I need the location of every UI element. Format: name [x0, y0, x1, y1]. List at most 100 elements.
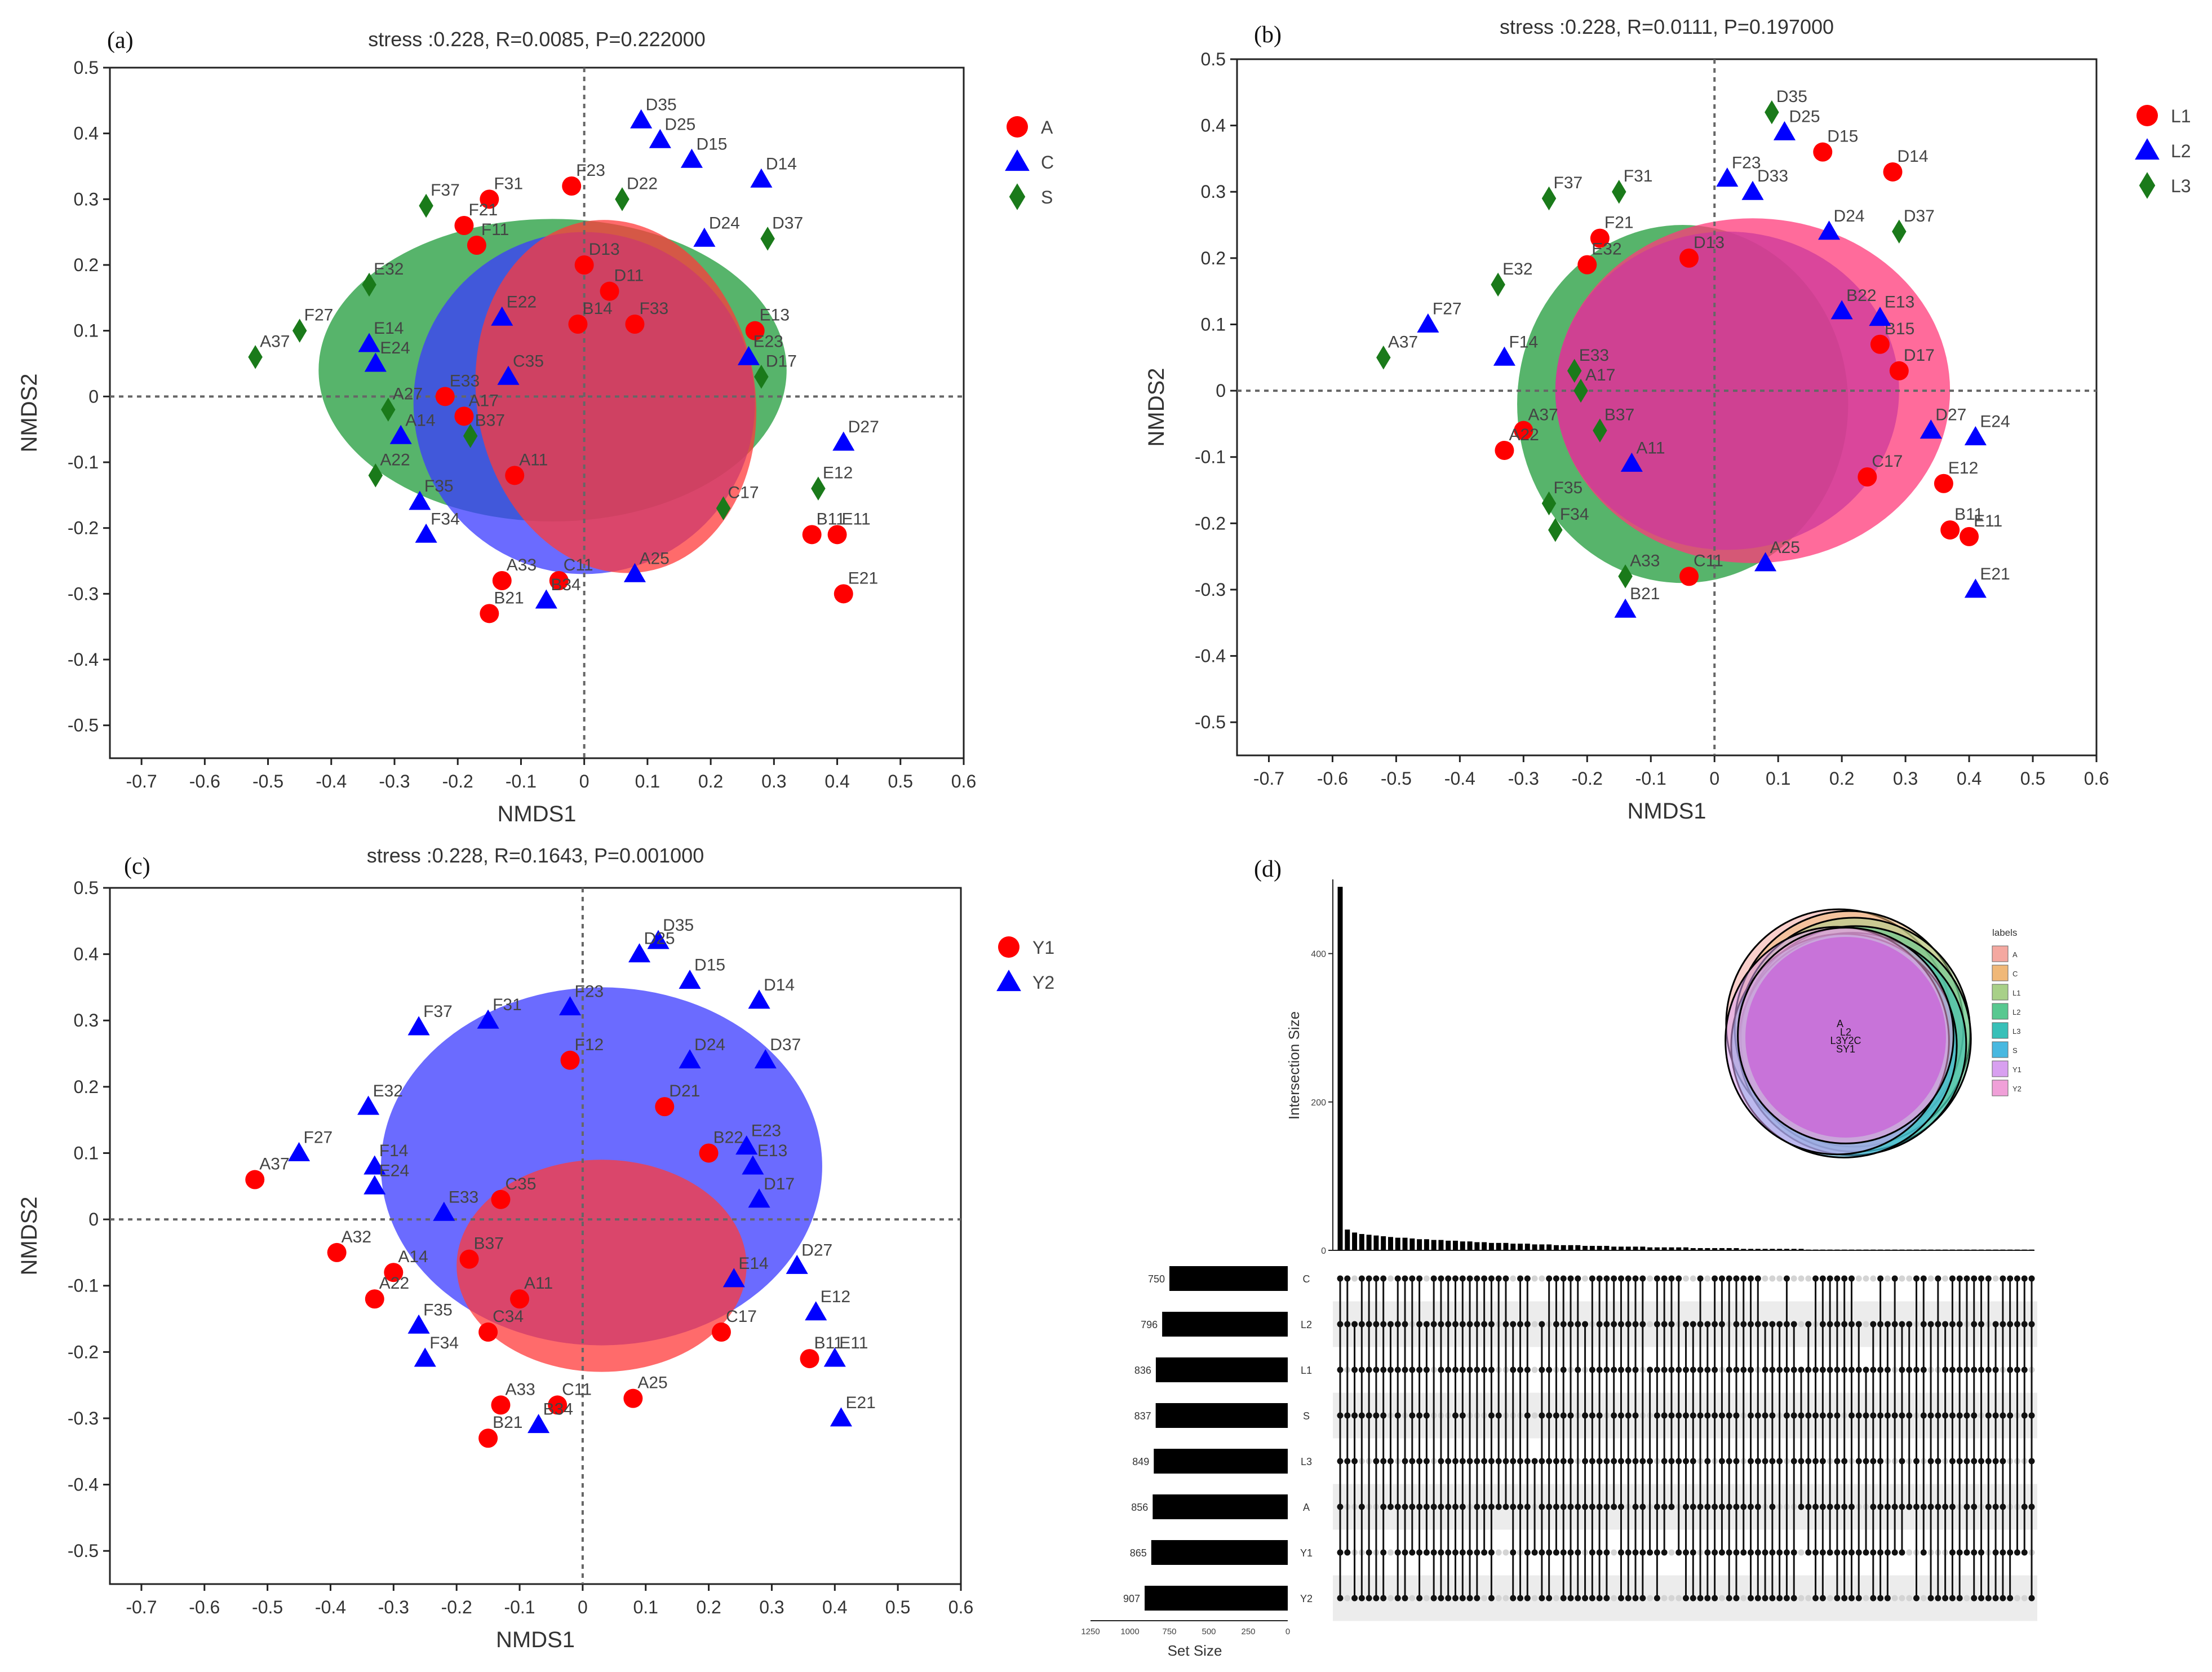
y-tick-label: 0	[88, 1209, 99, 1229]
intersection-bar	[1661, 1247, 1667, 1250]
point-label: B11	[817, 510, 845, 528]
x-tick-label: 0.6	[948, 1597, 973, 1617]
data-point-D37	[760, 227, 775, 251]
intersection-bar	[1453, 1240, 1458, 1250]
intersection-bar	[1762, 1249, 1768, 1250]
data-point-D15	[680, 148, 703, 168]
point-label: F31	[1624, 167, 1653, 185]
data-point-A25	[1754, 552, 1777, 572]
x-tick-label: -0.6	[189, 771, 220, 791]
data-point-D22	[615, 187, 630, 211]
intersection-bar	[1748, 1249, 1754, 1250]
intersection-bar	[1734, 1248, 1739, 1250]
point-label: D17	[1904, 346, 1935, 365]
matrix-dot-empty	[1805, 1595, 1812, 1602]
data-point-B15	[1870, 334, 1890, 354]
set-size-bar-L2	[1162, 1312, 1288, 1337]
matrix-dot-empty	[1776, 1275, 1783, 1282]
data-point-A14	[389, 424, 412, 444]
intersection-bar	[1777, 1249, 1783, 1250]
point-label: A22	[1509, 426, 1539, 444]
point-label: E12	[821, 1288, 850, 1306]
point-label: E33	[450, 371, 480, 390]
matrix-dot-empty	[1423, 1275, 1430, 1282]
matrix-dot-empty	[1423, 1595, 1430, 1602]
data-point-F33	[625, 315, 645, 334]
venn-center-label: SY1	[1836, 1043, 1855, 1055]
y-tick-label: 0.1	[1201, 314, 1226, 334]
x-tick-label: 0	[578, 1597, 588, 1617]
point-label: D27	[848, 418, 879, 436]
venn-center-label: L3Y2C	[1830, 1035, 1861, 1046]
data-point-D13	[1679, 248, 1699, 268]
data-point-F27	[1417, 313, 1439, 333]
upset-panel: (d) 0 200 400 Intersection Size 750 C 796 L2 836 L…	[1081, 856, 2037, 1659]
point-label: F12	[575, 1036, 604, 1054]
matrix-dot-empty	[1553, 1595, 1559, 1602]
matrix-dot-empty	[1351, 1275, 1358, 1282]
matrix-dot-empty	[1539, 1275, 1545, 1282]
data-point-D27	[832, 431, 855, 451]
intersection-bar	[1553, 1245, 1559, 1250]
data-point-F23	[558, 996, 582, 1016]
point-label: F11	[481, 220, 509, 239]
panel-label: (a)	[107, 28, 134, 54]
data-point-F37	[419, 193, 433, 218]
point-label: D37	[1904, 207, 1935, 225]
y-tick-label: -0.4	[68, 649, 99, 670]
data-point-D27	[786, 1254, 808, 1274]
data-point-A17	[454, 406, 474, 426]
y-axis-label: NMDS2	[17, 373, 42, 452]
point-label: B21	[1630, 585, 1660, 603]
data-point-D14	[750, 168, 773, 188]
data-point-D27	[1920, 419, 1942, 439]
point-label: F27	[304, 306, 334, 325]
x-tick-label: 0.3	[1893, 768, 1918, 789]
data-point-E13	[745, 321, 765, 340]
point-label: E32	[374, 260, 404, 278]
point-label: E23	[751, 1122, 781, 1140]
point-label: C11	[562, 1380, 592, 1399]
point-label: D15	[696, 135, 727, 153]
data-point-C11	[1679, 567, 1699, 586]
y-tick-label: -0.2	[1195, 513, 1226, 533]
venn-legend-swatch-Y1	[1992, 1060, 2009, 1077]
point-label: A14	[398, 1248, 428, 1266]
set-size-tick-label: 750	[1162, 1627, 1176, 1636]
matrix-dot-empty	[1870, 1275, 1877, 1282]
point-label: D35	[646, 95, 677, 114]
set-size-value: 837	[1134, 1410, 1151, 1422]
intersection-bar	[1719, 1248, 1725, 1250]
set-size-bar-Y2	[1145, 1586, 1288, 1611]
intersection-bar	[1726, 1248, 1732, 1250]
matrix-dot-empty	[1531, 1275, 1538, 1282]
matrix-dot-empty	[1718, 1595, 1725, 1602]
point-label: A25	[637, 1374, 667, 1392]
data-point-D14	[1883, 162, 1903, 182]
data-point-A11	[510, 1289, 530, 1309]
matrix-dot-empty	[1510, 1275, 1517, 1282]
point-label: D21	[669, 1082, 700, 1100]
x-axis-label: NMDS1	[1627, 799, 1706, 824]
point-label: C11	[564, 556, 593, 574]
x-tick-label: -0.4	[315, 1597, 346, 1617]
y-axis-label: NMDS2	[1144, 368, 1169, 446]
matrix-dot-empty	[1863, 1595, 1869, 1602]
matrix-dot-empty	[2021, 1595, 2028, 1602]
legend-label: L1	[2171, 106, 2191, 126]
point-label: D15	[1827, 127, 1858, 146]
matrix-dot-empty	[1387, 1595, 1394, 1602]
set-size-tick-label: 1250	[1081, 1627, 1100, 1636]
matrix-dot-empty	[2014, 1595, 2020, 1602]
point-label: F21	[468, 201, 498, 219]
intersection-bar	[1532, 1244, 1537, 1250]
matrix-dot-empty	[1387, 1549, 1394, 1556]
point-label: D27	[1935, 406, 1966, 424]
intersection-bar	[1474, 1242, 1480, 1250]
panel-label: (d)	[1254, 856, 1282, 882]
data-point-E21	[834, 584, 853, 604]
point-label: E33	[449, 1188, 478, 1206]
x-tick-label: 0.6	[951, 771, 976, 791]
point-label: E24	[379, 1161, 409, 1180]
